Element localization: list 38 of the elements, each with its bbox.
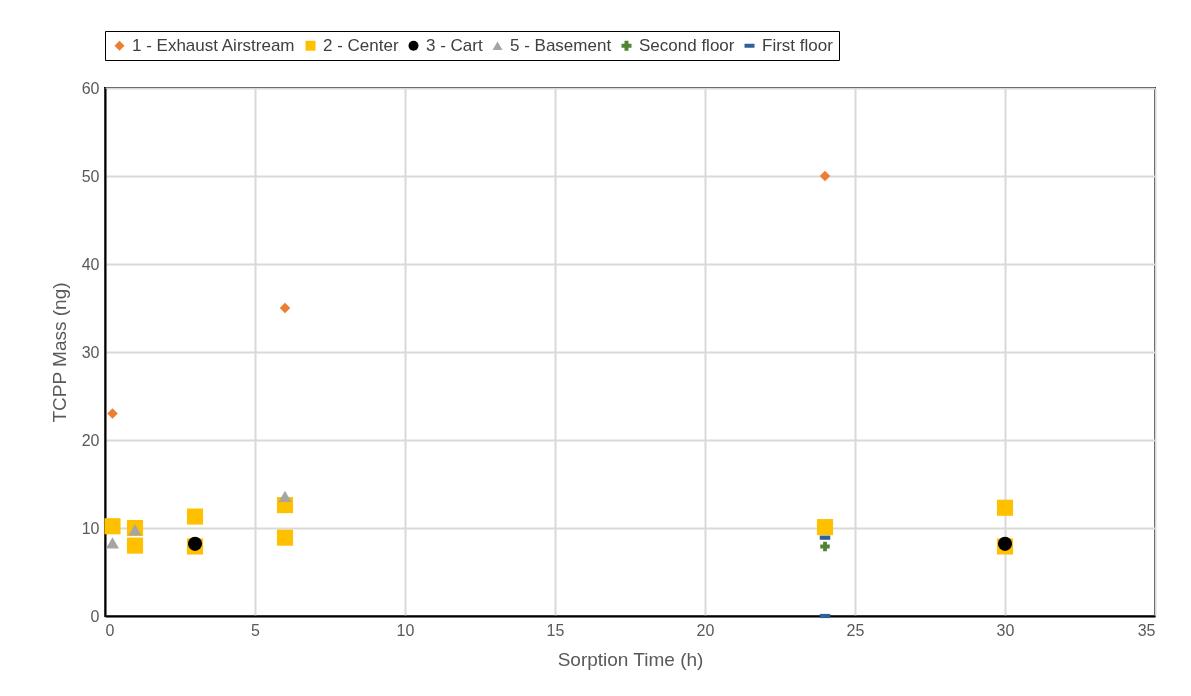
legend-label: 5 - Basement	[510, 35, 612, 55]
point	[105, 537, 120, 549]
x-tick-label: 5	[251, 621, 261, 639]
x-tick-label: 35	[1137, 621, 1156, 639]
point	[104, 518, 121, 535]
point	[187, 536, 203, 551]
point	[279, 302, 291, 314]
point	[107, 408, 118, 419]
point	[819, 170, 831, 182]
point	[126, 537, 144, 554]
point	[128, 524, 142, 536]
point	[186, 508, 204, 525]
x-tick-label: 0	[105, 621, 115, 639]
legend-label: Second floor	[639, 35, 735, 55]
point	[278, 490, 292, 502]
y-tick-label: 30	[81, 343, 100, 361]
point	[997, 536, 1013, 551]
y-tick-label: 50	[81, 167, 100, 185]
x-tick-label: 15	[546, 621, 565, 639]
legend-label: First floor	[762, 35, 834, 55]
x-tick-label: 20	[696, 621, 715, 639]
x-axis-title: Sorption Time (h)	[557, 648, 704, 670]
y-tick-label: 0	[90, 607, 100, 625]
point	[816, 519, 834, 536]
y-tick-label: 10	[81, 519, 100, 537]
x-tick-label: 10	[396, 621, 415, 639]
legend-label: 1 - Exhaust Airstream	[132, 35, 295, 55]
point	[276, 529, 294, 546]
x-tick-label: 30	[996, 621, 1015, 639]
y-axis-title: TCPP Mass (ng)	[48, 282, 70, 423]
point	[820, 541, 830, 552]
point	[996, 499, 1014, 516]
y-tick-label: 40	[81, 255, 100, 273]
legend-label: 3 - Cart	[426, 35, 483, 55]
y-tick-label: 60	[81, 79, 100, 97]
y-tick-label: 20	[81, 431, 100, 449]
legend-label: 2 - Center	[323, 35, 399, 55]
x-tick-label: 25	[846, 621, 865, 639]
